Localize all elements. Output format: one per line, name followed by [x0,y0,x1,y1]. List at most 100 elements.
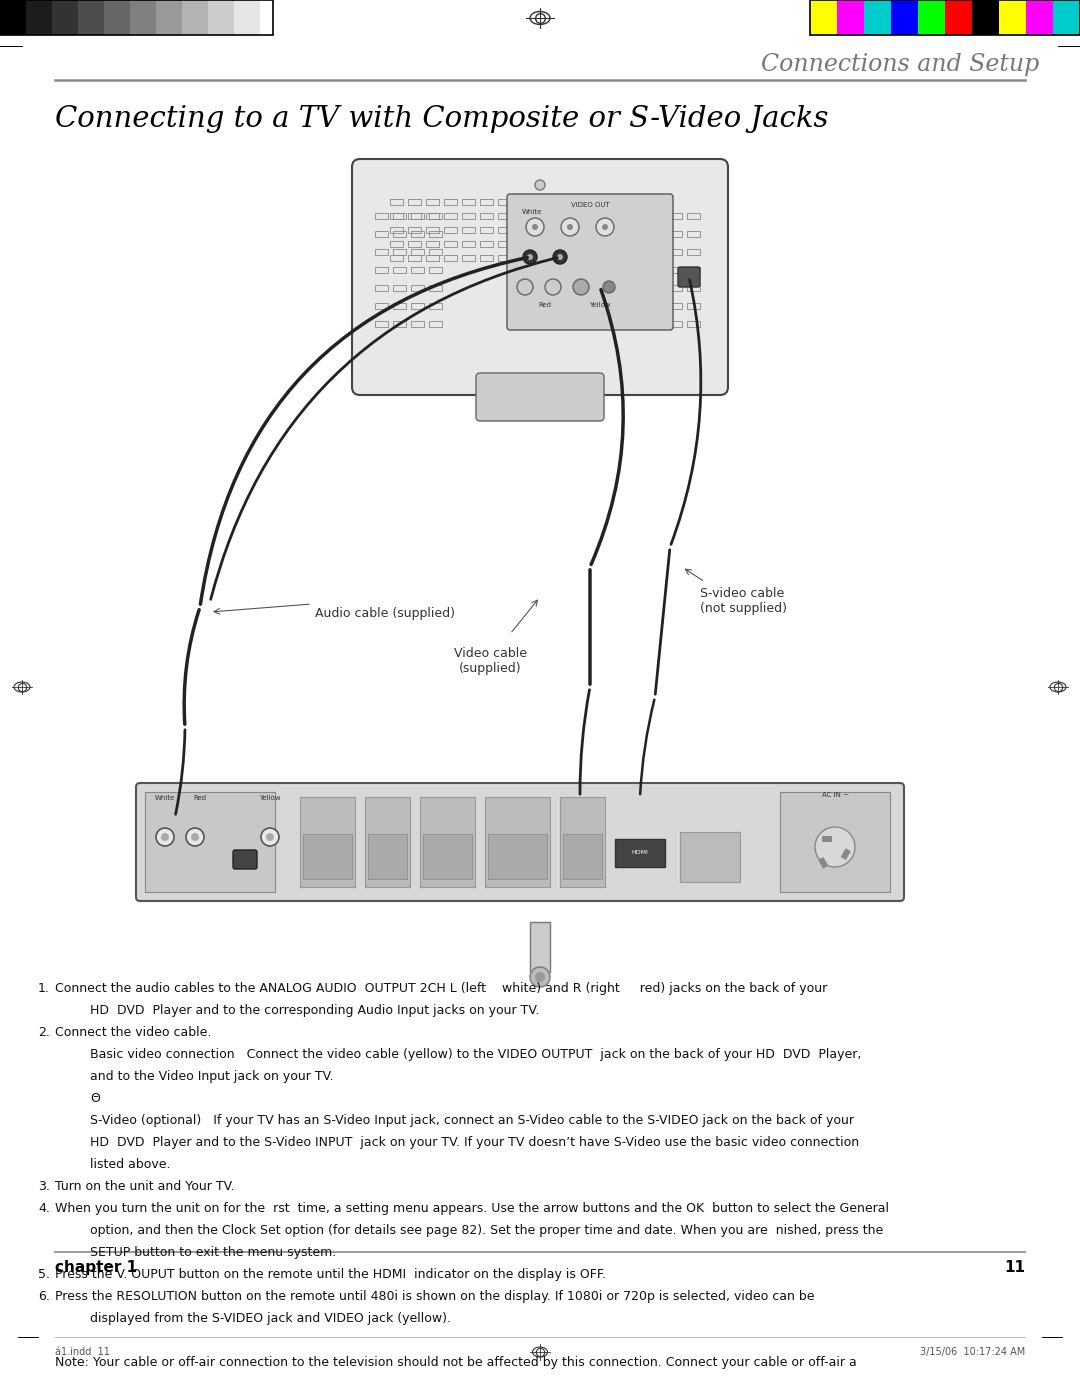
Bar [234,0,260,34]
Circle shape [596,218,615,235]
Bar [687,321,700,326]
Text: Note: Your cable or off-air connection to the television should not be affected : Note: Your cable or off-air connection t… [55,1356,856,1369]
Circle shape [557,253,563,260]
Text: 3/15/06  10:17:24 AM: 3/15/06 10:17:24 AM [920,1347,1025,1356]
Bar [669,249,681,255]
Bar [633,321,646,326]
Bar [687,213,700,219]
Bar [945,0,972,34]
Text: listed above.: listed above. [90,1158,171,1170]
Bar [444,200,457,205]
Bar [145,792,275,892]
Text: Yellow: Yellow [259,795,281,801]
Bar [687,249,700,255]
Text: Press the RESOLUTION button on the remote until 480i is shown on the display. If: Press the RESOLUTION button on the remot… [55,1290,814,1303]
Circle shape [573,280,589,295]
Bar [480,200,492,205]
Circle shape [266,833,274,841]
Text: When you turn the unit on for the  rst  time, a setting menu appears. Use the ar: When you turn the unit on for the rst ti… [55,1202,889,1215]
Bar [687,303,700,308]
Text: Connect the audio cables to the ANALOG AUDIO  OUTPUT 2CH L (left    white) and R: Connect the audio cables to the ANALOG A… [55,982,827,996]
Bar [393,231,406,237]
Bar [0,0,26,34]
Bar [393,267,406,273]
Text: Press the V. OUPUT button on the remote until the HDMI  indicator on the display: Press the V. OUPUT button on the remote … [55,1268,606,1281]
Text: 1.: 1. [38,982,50,996]
Bar [411,231,424,237]
FancyBboxPatch shape [476,373,604,421]
Bar [444,213,457,219]
Bar [208,0,234,34]
Bar [651,213,664,219]
Text: AC IN ~: AC IN ~ [822,792,849,799]
Bar [680,832,740,883]
Circle shape [527,253,534,260]
Bar [183,0,208,34]
Bar [462,255,475,262]
Text: Θ: Θ [90,1092,99,1104]
Bar [480,255,492,262]
Bar [426,241,438,246]
Bar [810,0,837,34]
Text: Connect the video cable.: Connect the video cable. [55,1026,212,1040]
Bar [393,303,406,308]
Bar [426,213,438,219]
Bar [411,267,424,273]
Bar [687,231,700,237]
Circle shape [535,180,545,190]
Bar [651,249,664,255]
Text: Video cable
(supplied): Video cable (supplied) [454,647,527,675]
Bar [411,249,424,255]
Text: White: White [154,795,175,801]
Circle shape [535,972,545,982]
Bar [423,834,472,879]
Bar [669,231,681,237]
Bar [837,0,864,34]
Bar [633,267,646,273]
Bar [408,255,421,262]
Bar [393,213,406,219]
Bar [390,241,403,246]
Circle shape [602,224,608,230]
Bar [651,285,664,291]
Bar [429,285,442,291]
Bar [516,200,529,205]
Text: Basic video connection   Connect the video cable (yellow) to the VIDEO OUTPUT  j: Basic video connection Connect the video… [90,1048,862,1062]
Text: Red: Red [539,302,552,308]
Text: White: White [522,209,542,215]
Bar [393,249,406,255]
Bar [651,267,664,273]
Bar [368,834,407,879]
Bar [411,303,424,308]
Bar [390,255,403,262]
Bar [375,285,388,291]
Bar [669,321,681,326]
Bar [375,249,388,255]
Bar [444,241,457,246]
Bar [687,285,700,291]
Bar [669,267,681,273]
Bar [260,0,273,34]
Bar [462,200,475,205]
Bar [429,303,442,308]
Bar [864,0,891,34]
Bar [365,797,410,887]
Text: Audio cable (supplied): Audio cable (supplied) [315,607,455,620]
Text: 6.: 6. [38,1290,50,1303]
Text: S-video cable
(not supplied): S-video cable (not supplied) [700,587,787,616]
Bar [1026,0,1053,34]
Text: displayed from the S-VIDEO jack and VIDEO jack (yellow).: displayed from the S-VIDEO jack and VIDE… [90,1312,451,1325]
Bar [480,241,492,246]
Bar [480,227,492,233]
FancyBboxPatch shape [678,267,700,286]
Bar [300,797,355,887]
Bar [462,241,475,246]
Bar [411,321,424,326]
Text: HDMI: HDMI [632,851,648,855]
Bar [633,231,646,237]
Bar [498,227,511,233]
Bar [375,303,388,308]
Bar [408,213,421,219]
Circle shape [553,251,567,264]
Text: VIDEO OUT: VIDEO OUT [570,202,609,208]
